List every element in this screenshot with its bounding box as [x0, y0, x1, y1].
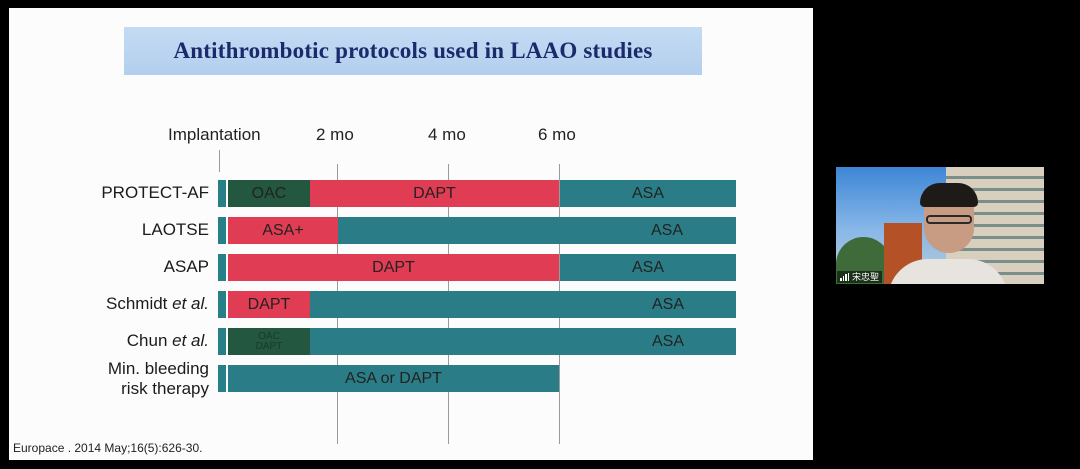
implant-marker — [218, 254, 226, 281]
segment-asa: ASA — [560, 254, 736, 281]
timeline-label-6mo: 6 mo — [538, 125, 576, 144]
slide-title-box: Antithrombotic protocols used in LAAO st… — [124, 27, 702, 75]
presentation-slide: Antithrombotic protocols used in LAAO st… — [9, 8, 813, 460]
segment-asa: ASA — [338, 217, 736, 244]
row-label-asap: ASAP — [163, 257, 209, 276]
segment-asa-plus: ASA+ — [228, 217, 338, 244]
implant-marker — [218, 180, 226, 207]
row-label-min-bleeding: Min. bleeding risk therapy — [107, 359, 209, 398]
segment-asa-or-dapt: ASA or DAPT — [228, 365, 559, 392]
timeline-label-4mo: 4 mo — [428, 125, 466, 144]
participant-name: 宋忠聖 — [852, 272, 880, 282]
participant-glasses — [926, 215, 972, 224]
timeline-label-implantation: Implantation — [168, 125, 261, 144]
participant-video-tile[interactable]: 宋忠聖 — [836, 167, 1044, 284]
slide-title: Antithrombotic protocols used in LAAO st… — [173, 38, 653, 63]
segment-asa: ASA — [310, 328, 736, 355]
implantation-axis-line — [219, 150, 220, 172]
signal-bars-icon — [840, 273, 849, 281]
row-label-laotse: LAOTSE — [141, 220, 209, 239]
row-label-chun: Chun et al. — [126, 331, 209, 350]
row-label-protect-af: PROTECT-AF — [101, 183, 209, 202]
segment-oac: OAC — [228, 180, 310, 207]
implant-marker — [218, 365, 226, 392]
citation: Europace . 2014 May;16(5):626-30. — [13, 441, 203, 455]
segment-dapt: DAPT — [228, 254, 559, 281]
participant-name-tag: 宋忠聖 — [837, 271, 883, 283]
segment-asa: ASA — [560, 180, 736, 207]
implant-marker — [218, 328, 226, 355]
segment-dapt: DAPT — [228, 291, 310, 318]
segment-dapt: DAPT — [310, 180, 559, 207]
participant-hair — [920, 183, 978, 207]
implant-marker — [218, 291, 226, 318]
implant-marker — [218, 217, 226, 244]
segment-oac-dapt: OAC DAPT — [228, 328, 310, 355]
row-label-schmidt: Schmidt et al. — [105, 294, 209, 313]
timeline-label-2mo: 2 mo — [316, 125, 354, 144]
segment-asa: ASA — [310, 291, 736, 318]
